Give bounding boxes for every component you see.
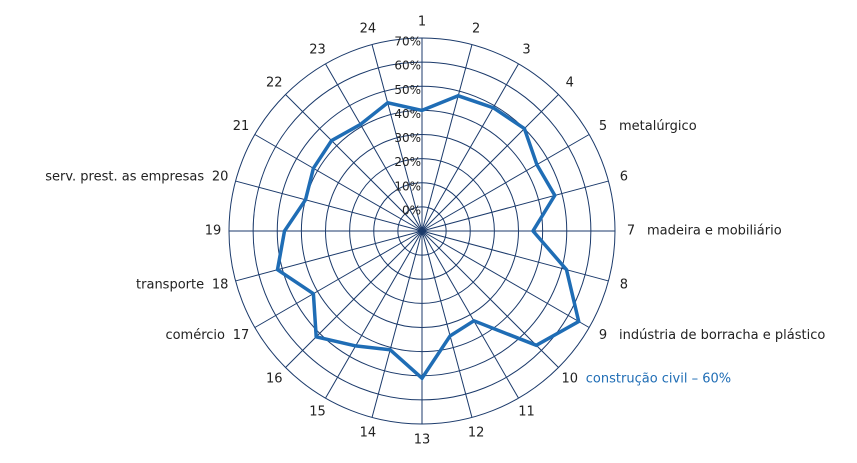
spoke — [235, 230, 423, 282]
annotation: transporte — [136, 278, 204, 293]
r-tick-label: 20% — [394, 155, 421, 169]
category-label: 24 — [360, 22, 377, 37]
spoke — [421, 134, 590, 232]
spoke — [421, 230, 609, 282]
category-label: 9 — [599, 328, 607, 343]
category-label: 18 — [212, 278, 229, 293]
spoke — [325, 63, 423, 232]
annotation: construção civil – 60% — [586, 371, 731, 386]
spoke — [285, 230, 423, 368]
r-tick-label: 30% — [394, 131, 421, 145]
spoke — [371, 230, 423, 418]
category-label: 17 — [233, 328, 250, 343]
category-label: 16 — [266, 371, 283, 386]
spoke — [421, 230, 590, 328]
category-label: 20 — [212, 169, 229, 184]
spoke — [285, 94, 423, 232]
annotation: comércio — [165, 328, 225, 343]
r-tick-label: 60% — [394, 59, 421, 73]
r-tick-label: 50% — [394, 83, 421, 97]
category-label: 13 — [414, 433, 431, 448]
category-label: 3 — [522, 43, 530, 58]
category-label: 2 — [472, 22, 480, 37]
annotation: metalúrgico — [619, 119, 697, 134]
category-label: 4 — [566, 76, 574, 91]
r-tick-label: 70% — [394, 35, 421, 49]
spoke — [421, 230, 519, 399]
annotation: madeira e mobiliário — [647, 224, 782, 239]
category-label: 15 — [309, 404, 326, 419]
category-label: 10 — [562, 371, 579, 386]
category-label: 14 — [360, 425, 377, 440]
annotation: serv. prest. as empresas — [45, 169, 204, 184]
spoke — [371, 44, 423, 232]
spoke — [254, 134, 423, 232]
category-label: 7 — [627, 224, 635, 239]
category-label: 19 — [205, 224, 222, 239]
spoke — [421, 94, 559, 232]
spoke — [325, 230, 423, 399]
category-label: 11 — [518, 404, 535, 419]
category-label: 6 — [620, 169, 628, 184]
spoke — [421, 63, 519, 232]
category-label: 1 — [418, 15, 426, 30]
category-label: 23 — [309, 43, 326, 58]
category-label: 12 — [468, 425, 485, 440]
annotation: indústria de borracha e plástico — [619, 328, 825, 343]
category-label: 22 — [266, 76, 283, 91]
category-label: 21 — [233, 119, 250, 134]
r-tick-label: 10% — [394, 179, 421, 193]
spoke — [421, 44, 473, 232]
data-line — [275, 93, 581, 381]
spoke — [235, 180, 423, 232]
spoke — [421, 230, 473, 418]
category-label: 8 — [620, 278, 628, 293]
r-tick-label: 0% — [402, 203, 421, 217]
spoke — [254, 230, 423, 328]
spoke — [421, 180, 609, 232]
category-label: 5 — [599, 119, 607, 134]
